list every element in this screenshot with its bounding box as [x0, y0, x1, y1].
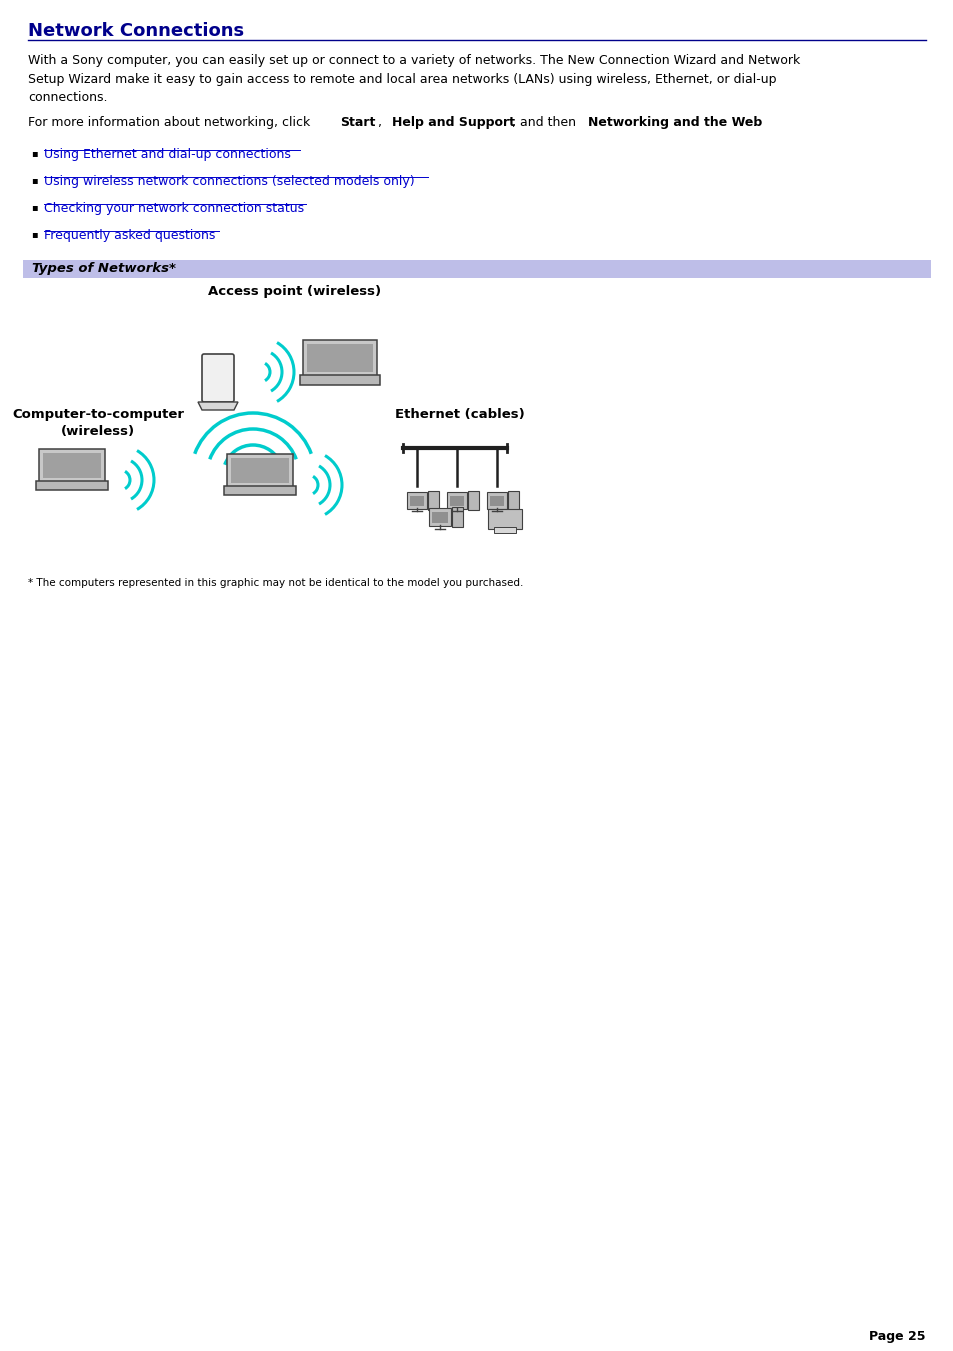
FancyBboxPatch shape	[428, 492, 438, 509]
Text: Help and Support: Help and Support	[391, 116, 514, 128]
FancyBboxPatch shape	[494, 527, 516, 534]
FancyBboxPatch shape	[299, 374, 379, 385]
Text: ▪: ▪	[30, 176, 37, 185]
FancyBboxPatch shape	[449, 496, 464, 507]
FancyBboxPatch shape	[231, 458, 289, 482]
FancyBboxPatch shape	[224, 485, 295, 494]
FancyBboxPatch shape	[43, 454, 101, 478]
FancyBboxPatch shape	[432, 512, 447, 523]
FancyBboxPatch shape	[303, 340, 376, 376]
FancyBboxPatch shape	[23, 259, 930, 278]
Text: Checking your network connection status: Checking your network connection status	[44, 203, 304, 215]
FancyBboxPatch shape	[487, 509, 521, 530]
Text: ▪: ▪	[30, 230, 37, 239]
FancyBboxPatch shape	[307, 345, 373, 372]
Text: Computer-to-computer
(wireless): Computer-to-computer (wireless)	[12, 408, 184, 438]
Text: Networking and the Web: Networking and the Web	[587, 116, 761, 128]
FancyBboxPatch shape	[486, 492, 507, 509]
Text: Types of Networks*: Types of Networks*	[32, 262, 175, 276]
Text: With a Sony computer, you can easily set up or connect to a variety of networks.: With a Sony computer, you can easily set…	[28, 54, 800, 104]
FancyBboxPatch shape	[227, 454, 294, 486]
FancyBboxPatch shape	[409, 496, 424, 507]
FancyBboxPatch shape	[446, 492, 467, 509]
Text: * The computers represented in this graphic may not be identical to the model yo: * The computers represented in this grap…	[28, 578, 523, 588]
FancyBboxPatch shape	[202, 354, 233, 403]
Text: ,: ,	[377, 116, 385, 128]
FancyBboxPatch shape	[38, 450, 105, 482]
Text: Using Ethernet and dial-up connections: Using Ethernet and dial-up connections	[44, 149, 291, 161]
Text: Page 25: Page 25	[868, 1329, 925, 1343]
Text: .: .	[752, 116, 756, 128]
Text: Access point (wireless): Access point (wireless)	[208, 285, 381, 299]
Text: ▪: ▪	[30, 203, 37, 212]
Text: , and then: , and then	[511, 116, 579, 128]
FancyBboxPatch shape	[468, 492, 478, 509]
FancyBboxPatch shape	[406, 492, 427, 509]
Text: Ethernet (cables): Ethernet (cables)	[395, 408, 524, 422]
FancyBboxPatch shape	[429, 508, 451, 526]
FancyBboxPatch shape	[452, 507, 462, 527]
FancyBboxPatch shape	[508, 492, 518, 509]
Text: ▪: ▪	[30, 149, 37, 158]
Polygon shape	[198, 403, 237, 409]
Text: Network Connections: Network Connections	[28, 22, 244, 41]
Text: For more information about networking, click: For more information about networking, c…	[28, 116, 314, 128]
Text: Frequently asked questions: Frequently asked questions	[44, 230, 215, 242]
Text: Start: Start	[340, 116, 375, 128]
FancyBboxPatch shape	[489, 496, 504, 507]
FancyBboxPatch shape	[36, 481, 108, 490]
Text: Using wireless network connections (selected models only): Using wireless network connections (sele…	[44, 176, 415, 188]
